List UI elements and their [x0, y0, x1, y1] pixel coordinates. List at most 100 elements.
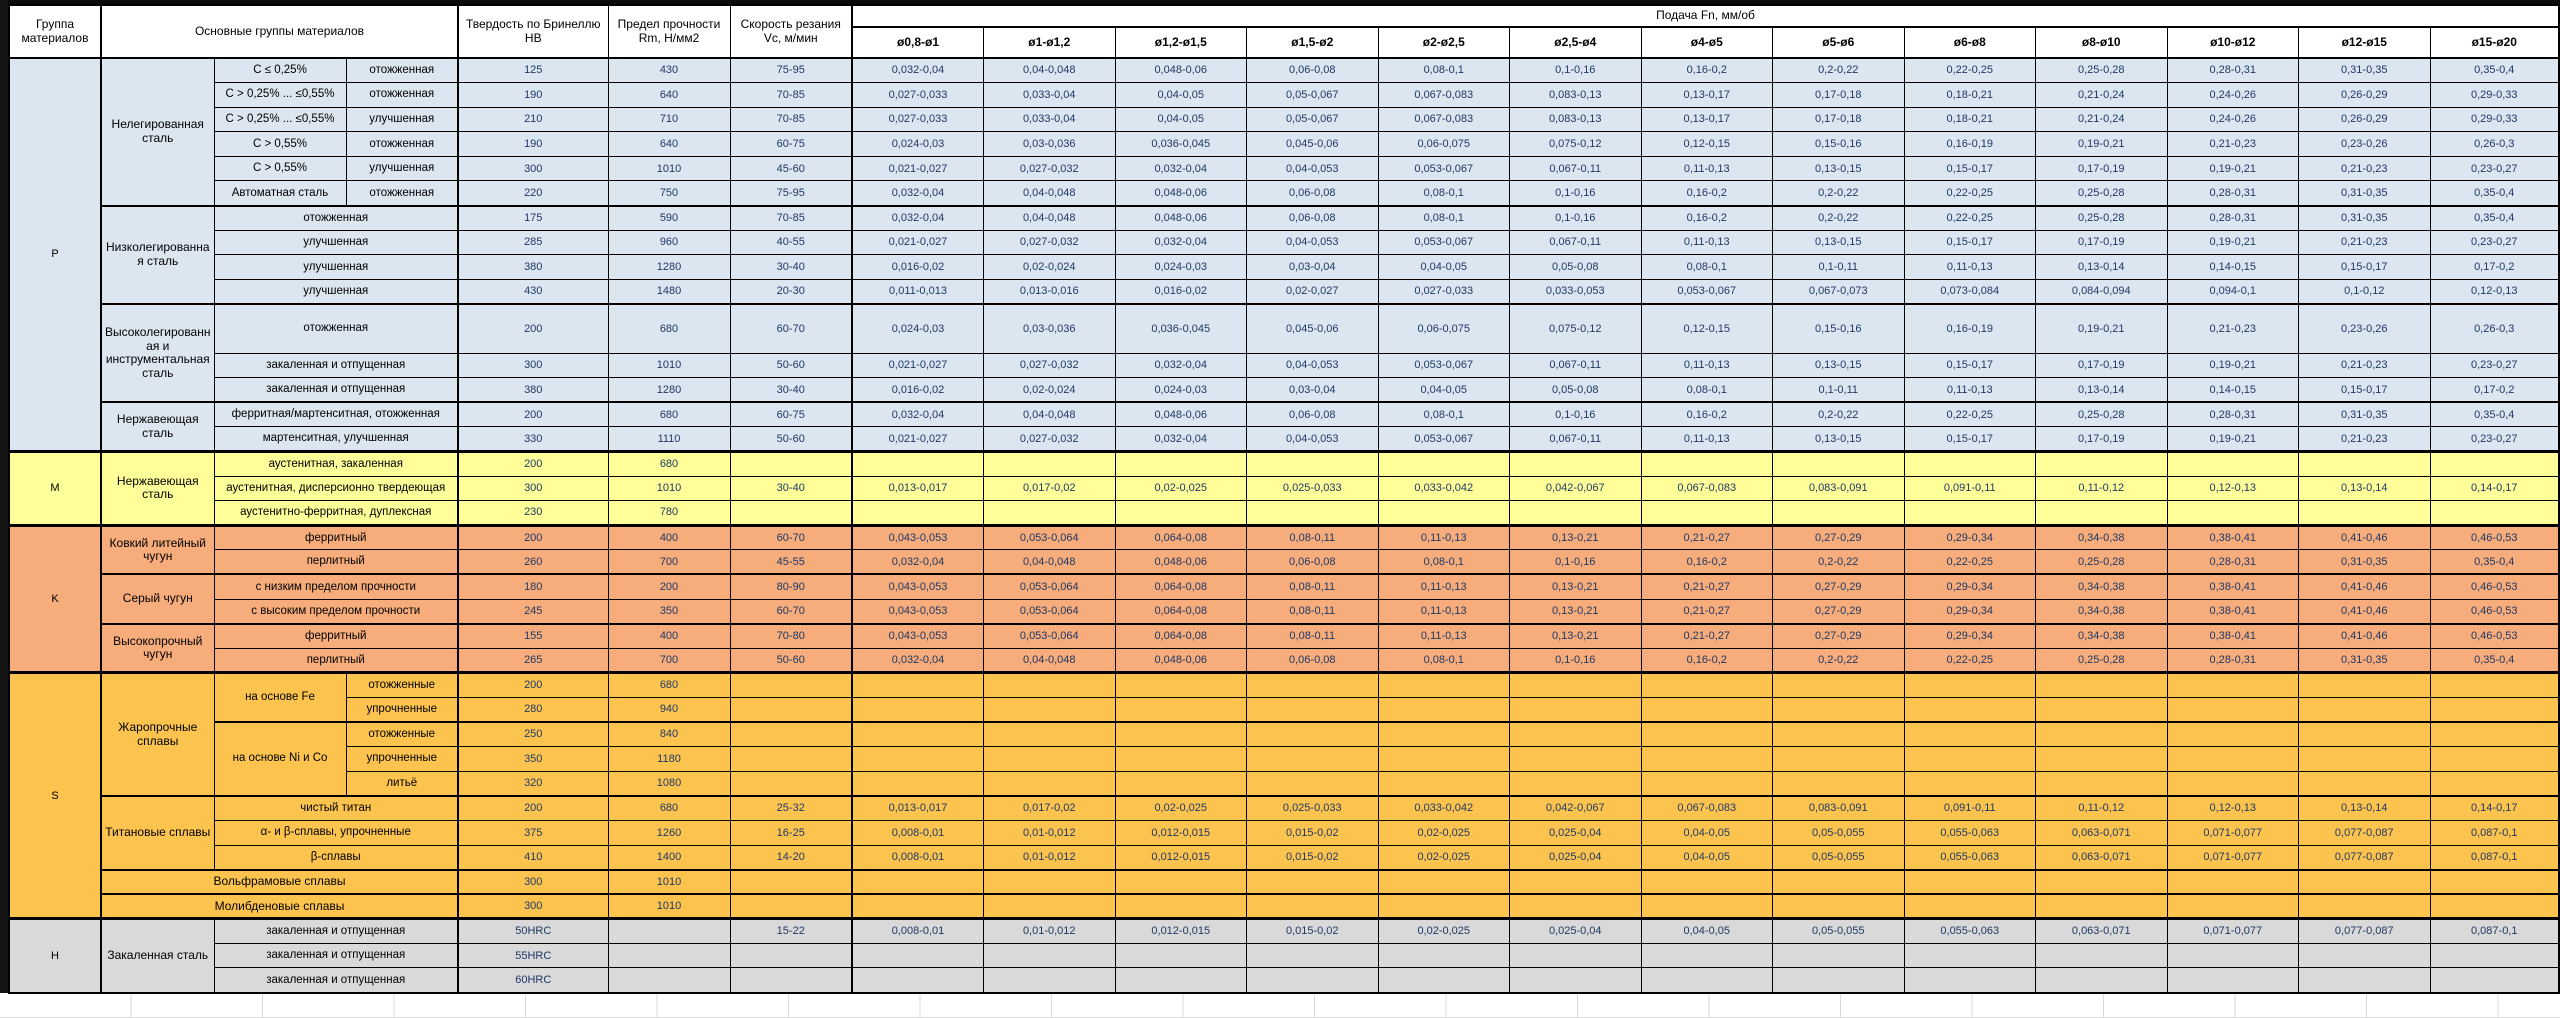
feed-cell[interactable]: 0,015-0,02	[1246, 819, 1379, 846]
feed-cell[interactable]: 0,26-0,29	[2298, 106, 2431, 133]
feed-cell[interactable]: 0,025-0,04	[1509, 917, 1642, 944]
feed-cell[interactable]: 0,11-0,13	[1377, 573, 1510, 600]
feed-cell[interactable]	[1509, 770, 1642, 797]
rm-cell[interactable]: 680	[607, 450, 731, 477]
feed-cell[interactable]: 0,02-0,025	[1377, 844, 1510, 871]
vc-cell[interactable]: 70-85	[729, 106, 853, 133]
feed-cell[interactable]: 0,24-0,26	[2166, 82, 2299, 108]
feed-cell[interactable]: 0,23-0,26	[2298, 131, 2431, 157]
feed-cell[interactable]	[1377, 500, 1510, 526]
feed-cell[interactable]: 0,043-0,053	[851, 573, 984, 600]
material-subtype-cell[interactable]: улучшенная	[213, 229, 459, 256]
feed-cell[interactable]	[851, 770, 984, 797]
feed-cell[interactable]: 0,021-0,027	[851, 426, 984, 452]
feed-cell[interactable]	[1246, 696, 1379, 723]
feed-cell[interactable]	[851, 450, 984, 477]
feed-cell[interactable]	[2166, 500, 2299, 526]
feed-cell[interactable]: 0,067-0,083	[1377, 106, 1510, 133]
feed-cell[interactable]: 0,28-0,31	[2166, 549, 2299, 575]
feed-cell[interactable]: 0,032-0,04	[851, 647, 984, 674]
feed-cell[interactable]	[1377, 696, 1510, 723]
hb-cell[interactable]: 200	[457, 671, 609, 698]
feed-cell[interactable]: 0,008-0,01	[851, 819, 984, 846]
feed-cell[interactable]	[2166, 450, 2299, 477]
vc-cell[interactable]	[729, 868, 853, 895]
feed-cell[interactable]	[851, 868, 984, 895]
feed-cell[interactable]: 0,027-0,033	[851, 82, 984, 108]
feed-cell[interactable]: 0,46-0,53	[2429, 573, 2560, 600]
rm-cell[interactable]: 700	[607, 647, 731, 674]
feed-cell[interactable]: 0,22-0,25	[1903, 57, 2036, 84]
vc-cell[interactable]: 75-95	[729, 180, 853, 207]
feed-cell[interactable]: 0,053-0,064	[983, 598, 1116, 625]
feed-cell[interactable]	[1509, 746, 1642, 772]
hb-cell[interactable]: 300	[457, 868, 609, 895]
feed-cell[interactable]	[983, 671, 1116, 698]
feed-cell[interactable]: 0,19-0,21	[2166, 155, 2299, 182]
rm-cell[interactable]: 1010	[607, 868, 731, 895]
material-subtype-cell[interactable]: β-сплавы	[213, 844, 459, 871]
condition-cell[interactable]: улучшенная	[345, 106, 459, 133]
hb-cell[interactable]: 300	[457, 893, 609, 920]
feed-cell[interactable]: 0,15-0,17	[1903, 155, 2036, 182]
feed-cell[interactable]: 0,46-0,53	[2429, 622, 2560, 649]
feed-cell[interactable]: 0,13-0,14	[2035, 377, 2168, 403]
feed-cell[interactable]: 0,35-0,4	[2429, 57, 2560, 84]
feed-cell[interactable]: 0,25-0,28	[2035, 204, 2168, 231]
feed-cell[interactable]: 0,027-0,032	[983, 352, 1116, 379]
material-subtype-cell[interactable]: закаленная и отпущенная	[213, 942, 459, 969]
feed-cell[interactable]: 0,04-0,05	[1114, 106, 1247, 133]
feed-cell[interactable]: 0,048-0,06	[1114, 204, 1247, 231]
feed-cell[interactable]: 0,02-0,027	[1246, 278, 1379, 305]
hb-cell[interactable]: 330	[457, 426, 609, 452]
feed-cell[interactable]: 0,021-0,027	[851, 229, 984, 256]
vc-cell[interactable]: 40-55	[729, 229, 853, 256]
feed-cell[interactable]: 0,02-0,025	[1377, 917, 1510, 944]
feed-cell[interactable]: 0,077-0,087	[2298, 819, 2431, 846]
feed-cell[interactable]: 0,08-0,11	[1246, 622, 1379, 649]
vc-cell[interactable]	[729, 967, 853, 994]
feed-cell[interactable]	[851, 500, 984, 526]
feed-cell[interactable]: 0,063-0,071	[2035, 917, 2168, 944]
rm-cell[interactable]	[607, 942, 731, 969]
feed-cell[interactable]: 0,29-0,33	[2429, 106, 2560, 133]
feed-cell[interactable]	[2298, 500, 2431, 526]
feed-cell[interactable]	[1246, 746, 1379, 772]
feed-cell[interactable]	[2035, 746, 2168, 772]
feed-cell[interactable]: 0,13-0,17	[1640, 106, 1773, 133]
feed-cell[interactable]	[1772, 721, 1905, 748]
feed-cell[interactable]: 0,31-0,35	[2298, 647, 2431, 674]
feed-cell[interactable]	[1377, 770, 1510, 797]
feed-cell[interactable]	[2298, 746, 2431, 772]
feed-cell[interactable]: 0,055-0,063	[1903, 844, 2036, 871]
feed-cell[interactable]: 0,29-0,34	[1903, 523, 2036, 551]
vc-cell[interactable]: 30-40	[729, 254, 853, 280]
vc-cell[interactable]	[729, 500, 853, 526]
feed-cell[interactable]: 0,032-0,04	[851, 204, 984, 231]
feed-cell[interactable]: 0,14-0,15	[2166, 377, 2299, 403]
feed-cell[interactable]: 0,013-0,017	[851, 475, 984, 502]
feed-cell[interactable]	[2429, 500, 2560, 526]
feed-cell[interactable]: 0,024-0,03	[851, 131, 984, 157]
feed-cell[interactable]: 0,1-0,16	[1509, 57, 1642, 84]
feed-cell[interactable]	[983, 770, 1116, 797]
feed-cell[interactable]: 0,41-0,46	[2298, 598, 2431, 625]
material-family-cell[interactable]: Молибденовые сплавы	[100, 893, 459, 920]
feed-cell[interactable]: 0,29-0,34	[1903, 573, 2036, 600]
feed-cell[interactable]	[851, 967, 984, 994]
feed-cell[interactable]: 0,064-0,08	[1114, 523, 1247, 551]
hb-cell[interactable]: 200	[457, 450, 609, 477]
feed-cell[interactable]	[2298, 967, 2431, 994]
feed-cell[interactable]: 0,21-0,27	[1640, 598, 1773, 625]
feed-cell[interactable]: 0,21-0,23	[2298, 229, 2431, 256]
feed-cell[interactable]: 0,14-0,17	[2429, 475, 2560, 502]
feed-cell[interactable]: 0,03-0,036	[983, 302, 1116, 354]
feed-cell[interactable]: 0,08-0,1	[1640, 254, 1773, 280]
feed-cell[interactable]: 0,2-0,22	[1772, 180, 1905, 207]
vc-cell[interactable]: 70-85	[729, 204, 853, 231]
feed-cell[interactable]	[1377, 967, 1510, 994]
rm-cell[interactable]: 640	[607, 131, 731, 157]
feed-cell[interactable]: 0,46-0,53	[2429, 523, 2560, 551]
feed-cell[interactable]	[1114, 942, 1247, 969]
rm-cell[interactable]: 200	[607, 573, 731, 600]
